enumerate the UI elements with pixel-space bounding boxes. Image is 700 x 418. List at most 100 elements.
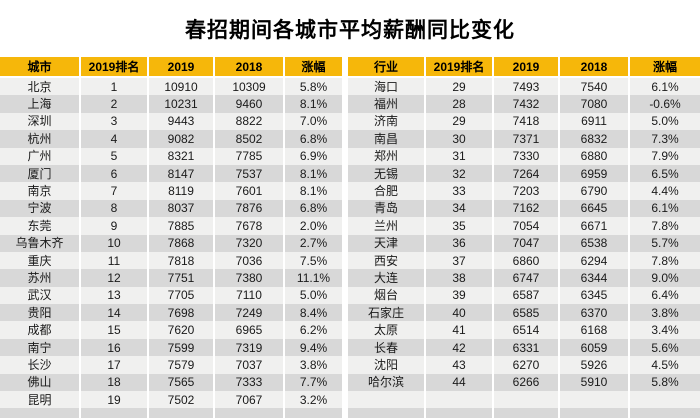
cell: 6344: [559, 269, 630, 287]
cell: 6911: [559, 112, 630, 131]
cell: 10231: [148, 95, 215, 113]
cell: 6671: [559, 217, 630, 235]
cell: 31: [425, 147, 494, 165]
cell: 7540: [559, 77, 630, 96]
cell: 7380: [214, 269, 285, 287]
cell: 18: [80, 373, 149, 392]
cell: 7698: [148, 304, 215, 322]
cell: 6.4%: [629, 286, 700, 305]
cell: 5.0%: [284, 286, 346, 305]
cell: 6790: [559, 182, 630, 200]
page-title: 春招期间各城市平均薪酬同比变化: [185, 18, 515, 42]
cell: 东莞: [0, 217, 81, 235]
cell: 6.2%: [284, 321, 346, 339]
cell: 南昌: [342, 130, 426, 148]
cell: 郑州: [342, 147, 426, 165]
column-header: 2018: [559, 57, 630, 78]
cell: 6585: [493, 304, 560, 322]
cell: [629, 391, 700, 409]
cell: 32: [425, 164, 494, 183]
table-row: 佛山 18 7565 7333 7.7% 哈尔滨 44 6266 5910 5.8%: [0, 373, 700, 392]
cell: 6832: [559, 130, 630, 148]
table-body: 北京 1 10910 10309 5.8% 海口 29 7493 7540 6.1% 上海 2 1023…: [0, 77, 700, 418]
table-row: 武汉 13 7705 7110 5.0% 烟台 39 6587 6345 6.4%: [0, 286, 700, 305]
cell: 8.1%: [284, 95, 346, 113]
cell: 9.4%: [284, 338, 346, 357]
cell: 28: [425, 95, 494, 113]
cell: 烟台: [342, 286, 426, 305]
cell: 5.0%: [629, 112, 700, 131]
cell: 成都: [0, 321, 81, 339]
cell: 9: [80, 217, 149, 235]
cell: 6965: [214, 321, 285, 339]
cell: 11.1%: [284, 269, 346, 287]
column-header: 2019: [493, 57, 560, 78]
cell: 天津: [342, 234, 426, 252]
cell: 7.9%: [629, 147, 700, 165]
cell: [425, 391, 494, 409]
cell: 北京: [0, 77, 81, 96]
cell: 41: [425, 321, 494, 339]
cell: 40: [425, 304, 494, 322]
cell: 44: [425, 373, 494, 392]
header-row: 城市 2019排名 2019 2018 涨幅 行业 2019排名 2019 2018 涨幅: [0, 57, 700, 78]
cell: 19: [80, 391, 149, 409]
cell: 6059: [559, 338, 630, 357]
cell: 南宁: [0, 338, 81, 357]
cell: 海口: [342, 77, 426, 96]
cell: 7320: [214, 234, 285, 252]
cell: -0.6%: [629, 95, 700, 113]
cell: 6.9%: [284, 147, 346, 165]
column-header: 行业: [342, 57, 426, 78]
cell: 4.4%: [629, 182, 700, 200]
cell: 8321: [148, 147, 215, 165]
cell: 石家庄: [342, 304, 426, 322]
cell: 7333: [214, 373, 285, 392]
cell: 12: [80, 269, 149, 287]
column-header: 2018: [214, 57, 285, 78]
cell: 7047: [493, 234, 560, 252]
cell: 43: [425, 356, 494, 374]
cell: 7162: [493, 199, 560, 218]
cell: 6880: [559, 147, 630, 165]
cell: 8502: [214, 130, 285, 148]
cell: 29: [425, 112, 494, 131]
cell: 5926: [559, 356, 630, 374]
cell: 6168: [559, 321, 630, 339]
cell: 杭州: [0, 130, 81, 148]
column-header: 涨幅: [284, 57, 346, 78]
table-row: 东莞 9 7885 7678 2.0% 兰州 35 7054 6671 7.8%: [0, 217, 700, 235]
cell: 7.5%: [284, 251, 346, 270]
cell: 7493: [493, 77, 560, 96]
table-row: 苏州 12 7751 7380 11.1% 大连 38 6747 6344 9.0%: [0, 269, 700, 287]
cell: 7432: [493, 95, 560, 113]
cell: 1: [80, 77, 149, 96]
cell: 8147: [148, 164, 215, 183]
cell: 广州: [0, 147, 81, 165]
cell: 11: [80, 251, 149, 270]
cell: 7579: [148, 356, 215, 374]
cell: 6370: [559, 304, 630, 322]
cell: 3.2%: [284, 391, 346, 409]
table-row: 深圳 3 9443 8822 7.0% 济南 29 7418 6911 5.0%: [0, 112, 700, 131]
cell: 9082: [148, 130, 215, 148]
cell: 7868: [148, 234, 215, 252]
cell: 6270: [493, 356, 560, 374]
cell: 6.1%: [629, 199, 700, 218]
column-header: 2019: [148, 57, 215, 78]
cell: 7502: [148, 391, 215, 409]
cell: 7565: [148, 373, 215, 392]
cell: 5.6%: [629, 338, 700, 357]
cell: 10: [80, 234, 149, 252]
cell: 35: [425, 217, 494, 235]
cell: 沈阳: [342, 356, 426, 374]
cell: 7785: [214, 147, 285, 165]
cell: 7036: [214, 251, 285, 270]
column-header: 城市: [0, 57, 81, 78]
cell: 6294: [559, 251, 630, 270]
cell: 7.0%: [284, 112, 346, 131]
cell: 西安: [342, 251, 426, 270]
cell: 34: [425, 199, 494, 218]
cell: 6345: [559, 286, 630, 305]
cell: 6: [80, 164, 149, 183]
